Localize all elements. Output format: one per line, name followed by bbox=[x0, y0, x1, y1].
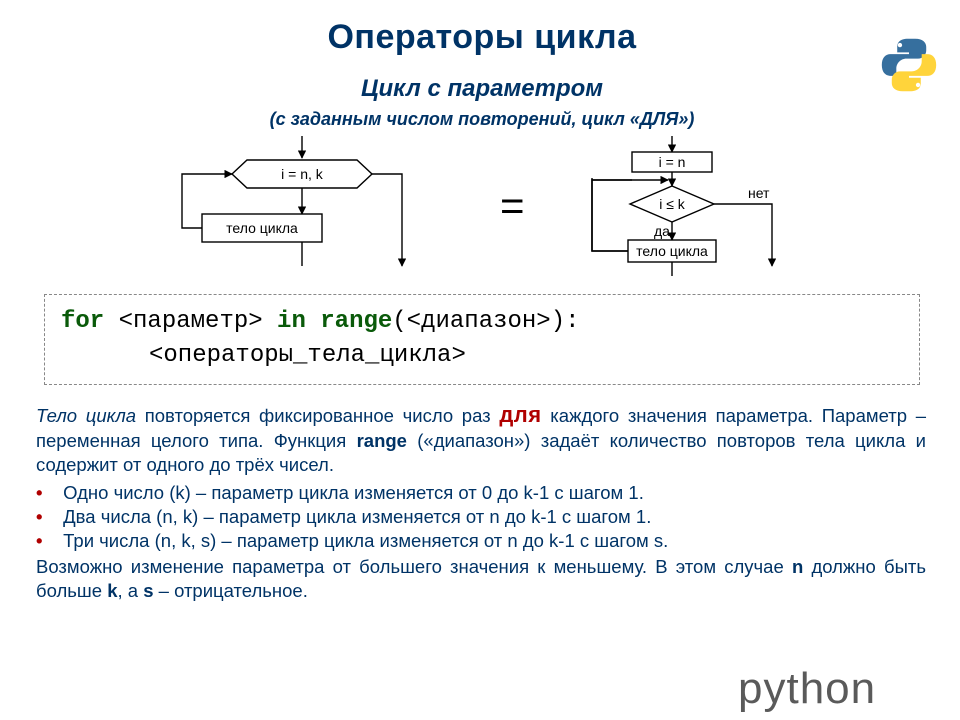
b2-u: от n до k-1 с шагом 1 bbox=[466, 506, 646, 527]
bullet-3: Три числа (n, k, s) – параметр цикла изм… bbox=[36, 529, 926, 553]
flowchart-area: i = n, k тело цикла i = n i ≤ k да bbox=[32, 136, 932, 286]
close-s: s bbox=[143, 580, 153, 601]
subtitle: Цикл с параметром bbox=[32, 75, 932, 103]
close-k: k bbox=[107, 580, 117, 601]
code-box: for <параметр> in range(<диапазон>): <оп… bbox=[44, 294, 920, 385]
flow-right-body: тело цикла bbox=[636, 243, 708, 259]
flow-right-init: i = n bbox=[659, 154, 686, 170]
close-4: – отрицательное. bbox=[154, 580, 308, 601]
code-kw-range: range bbox=[306, 308, 392, 335]
flow-left-hex-label: i = n, k bbox=[281, 166, 324, 182]
b2-t: . bbox=[646, 506, 651, 527]
page-title: Операторы цикла bbox=[32, 18, 932, 57]
paragraph-explain: Тело цикла повторяется фиксированное чис… bbox=[36, 401, 926, 477]
python-logo-icon bbox=[880, 36, 938, 94]
bullet-2: Два числа (n, k) – параметр цикла изменя… bbox=[36, 505, 926, 529]
para-range: range bbox=[357, 430, 407, 451]
flow-left-body-label: тело цикла bbox=[226, 220, 298, 236]
para-for-emph: для bbox=[499, 402, 541, 427]
b2-p1: Два числа bbox=[63, 506, 156, 527]
b3-b: (n, k, s) bbox=[155, 530, 217, 551]
b3-p2: – параметр цикла изменяется bbox=[216, 530, 484, 551]
b1-p1: Одно число bbox=[63, 482, 169, 503]
code-kw-in: in bbox=[277, 308, 306, 335]
flow-right-no: нет bbox=[748, 185, 770, 201]
code-kw-for: for bbox=[61, 308, 104, 335]
code-line2: <операторы_тела_цикла> bbox=[61, 339, 466, 373]
b3-u: от n до k-1 с шагом s bbox=[484, 530, 663, 551]
b3-t: . bbox=[663, 530, 668, 551]
b1-t: . bbox=[639, 482, 644, 503]
equals-sign: = bbox=[500, 182, 525, 230]
b2-b: (n, k) bbox=[156, 506, 198, 527]
bullet-1: Одно число (k) – параметр цикла изменяет… bbox=[36, 481, 926, 505]
bullet-list: Одно число (k) – параметр цикла изменяет… bbox=[36, 481, 926, 553]
close-1: Возможно изменение параметра от большего… bbox=[36, 556, 792, 577]
b3-p1: Три числа bbox=[63, 530, 154, 551]
python-word: python bbox=[738, 664, 876, 713]
b1-b: (k) bbox=[169, 482, 191, 503]
b1-p2: – параметр цикла изменяется bbox=[191, 482, 459, 503]
code-param: <параметр> bbox=[104, 308, 277, 335]
flow-right-yes: да bbox=[654, 223, 670, 239]
b1-u: от 0 до k-1 с шагом 1 bbox=[458, 482, 638, 503]
close-3: , а bbox=[117, 580, 143, 601]
closing-paragraph: Возможно изменение параметра от большего… bbox=[36, 555, 926, 602]
close-n: n bbox=[792, 556, 803, 577]
subtitle-note: (с заданным числом повторений, цикл «ДЛЯ… bbox=[32, 109, 932, 130]
code-args: (<диапазон>): bbox=[392, 308, 579, 335]
b2-p2: – параметр цикла изменяется bbox=[198, 506, 466, 527]
para-pre: Тело цикла bbox=[36, 405, 136, 426]
flow-right-cond: i ≤ k bbox=[659, 196, 686, 212]
python-wordmark: python bbox=[738, 664, 938, 716]
para-mid1: повторяется фиксированное число раз bbox=[136, 405, 499, 426]
